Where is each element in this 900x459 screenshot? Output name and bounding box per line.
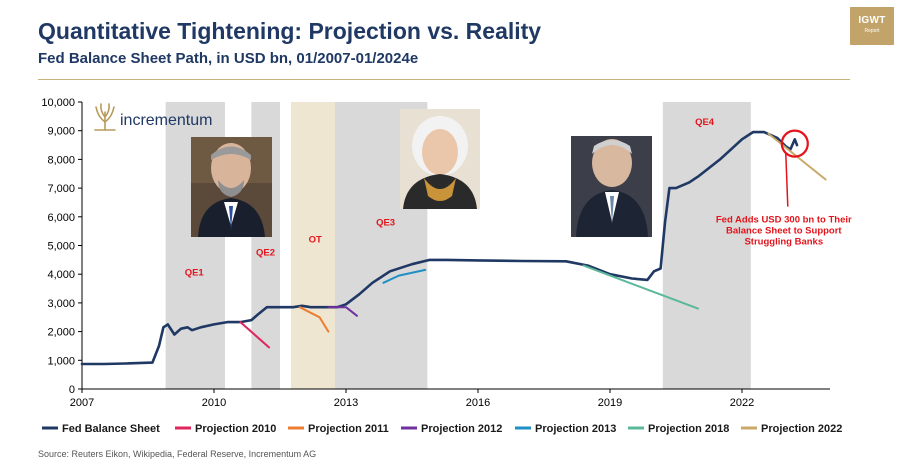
logo-wordmark: incrementum (120, 112, 212, 129)
shaded-region-ot (291, 102, 335, 389)
legend-label-projection-2018: Projection 2018 (648, 423, 729, 435)
region-label-qe3: QE3 (376, 217, 395, 228)
series-line-projection-2013 (382, 268, 427, 284)
legend-label-projection-2010: Projection 2010 (195, 423, 276, 435)
badge-title: IGWT (858, 15, 886, 26)
series-line-projection-2010 (239, 321, 270, 349)
chart-axes: 0 1,000 2,000 3,000 4,000 5,000 6,000 7,000 8,00… (41, 97, 830, 409)
y-tick-label: 0 (69, 384, 75, 396)
shaded-regions (165, 102, 751, 389)
y-tick-label: 2,000 (47, 327, 75, 339)
series-line-projection-2018 (582, 264, 699, 310)
chart-legend: Fed Balance Sheet Projection 2010 Projecti… (42, 423, 842, 435)
y-tick-label: 7,000 (47, 183, 75, 195)
legend-label-projection-2011: Projection 2011 (308, 423, 389, 435)
annotation-text-line: Balance Sheet to Support (726, 226, 842, 237)
y-tick-label: 8,000 (47, 154, 75, 166)
annotation-text-line: Fed Adds USD 300 bn to Their (716, 215, 852, 226)
y-tick-label: 6,000 (47, 212, 75, 224)
chart-series (80, 130, 827, 366)
portrait-yellen (400, 109, 480, 209)
page-title: Quantitative Tightening: Projection vs. … (38, 18, 542, 44)
region-label-qe1: QE1 (185, 268, 205, 279)
x-tick-label: 2007 (70, 397, 94, 409)
header-divider (38, 79, 850, 80)
y-tick-label: 10,000 (41, 97, 75, 109)
y-tick-label: 9,000 (47, 126, 75, 138)
incrementum-logo: incrementum (94, 103, 212, 131)
annotation-text-line: Struggling Banks (744, 237, 823, 248)
region-label-qe2: QE2 (256, 248, 275, 259)
portrait-bernanke (191, 137, 272, 237)
region-label-qe4: QE4 (695, 117, 715, 128)
region-labels: QE1 QE2 OT QE3 QE4 (185, 117, 715, 279)
series-line-projection-2011 (298, 306, 330, 333)
legend-label-projection-2013: Projection 2013 (535, 423, 616, 435)
tree-icon (94, 103, 116, 131)
series-line-fed-balance-sheet (80, 130, 799, 366)
shaded-region-gap-3 (335, 102, 346, 389)
legend-label-projection-2022: Projection 2022 (761, 423, 842, 435)
page-subtitle: Fed Balance Sheet Path, in USD bn, 01/20… (38, 50, 419, 67)
y-tick-label: 5,000 (47, 241, 75, 253)
series-line-projection-2012 (327, 306, 358, 317)
y-tick-label: 3,000 (47, 298, 75, 310)
portrait-powell (571, 136, 652, 237)
x-tick-label: 2019 (598, 397, 622, 409)
x-tick-label: 2016 (466, 397, 490, 409)
annotation-pointer (785, 153, 789, 207)
y-tick-label: 4,000 (47, 269, 75, 281)
source-note: Source: Reuters Eikon, Wikipedia, Federa… (38, 449, 317, 459)
legend-label-fed-balance-sheet: Fed Balance Sheet (62, 423, 160, 435)
x-tick-label: 2010 (202, 397, 226, 409)
y-tick-label: 1,000 (47, 355, 75, 367)
igwt-report-badge: IGWT Report (850, 7, 894, 45)
x-tick-label: 2022 (730, 397, 754, 409)
shaded-region-qe4 (662, 102, 751, 389)
x-tick-label: 2013 (334, 397, 358, 409)
highlight-circle (780, 129, 809, 158)
badge-subtitle: Report (864, 28, 880, 34)
region-label-ot: OT (309, 235, 322, 246)
legend-label-projection-2012: Projection 2012 (421, 423, 502, 435)
